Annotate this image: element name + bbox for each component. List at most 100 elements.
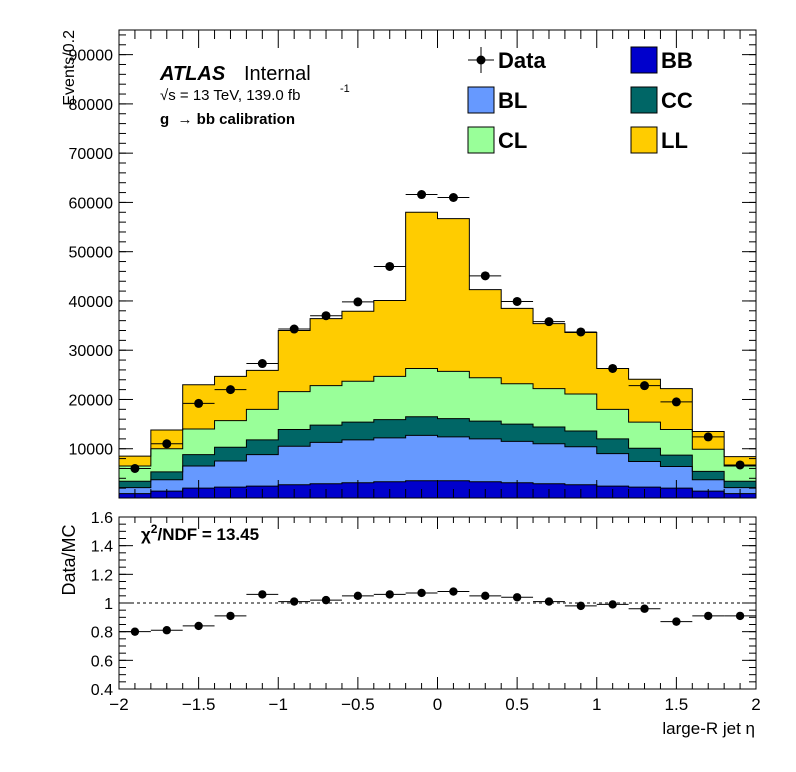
- data-point: [576, 327, 586, 337]
- legend-label-bb: BB: [661, 48, 693, 73]
- atlas-suffix: Internal: [244, 63, 311, 85]
- y-tick-label: 70000: [69, 146, 114, 163]
- ratio-y-tick-labels: 0.4 0.6 0.8 1 1.2 1.4 1.6: [91, 510, 113, 699]
- y-tick-label: 20000: [69, 392, 114, 409]
- ratio-point: [640, 604, 649, 613]
- ratio-point: [512, 593, 522, 602]
- data-point: [417, 190, 427, 200]
- x-tick-label: 0: [433, 695, 442, 714]
- ratio-point: [162, 626, 171, 635]
- selection-label: g → bb calibration: [160, 111, 295, 128]
- chi-symbol: χ: [141, 525, 151, 544]
- energy-label: √s = 13 TeV, 139.0 fb: [160, 87, 300, 104]
- data-point: [608, 363, 618, 373]
- stack-outline-cc: [119, 416, 756, 482]
- ratio-point: [194, 621, 203, 631]
- data-point: [289, 324, 299, 334]
- legend-swatch-bl: [467, 86, 495, 114]
- ratio-point: [417, 588, 426, 598]
- legend-label-cc: CC: [661, 88, 693, 113]
- ratio-x-tick-labels: −2 −1.5 −1 −0.5 0 0.5 1 1.5 2: [109, 695, 760, 714]
- y-tick-label: 60000: [69, 195, 114, 212]
- chi-rest: /NDF = 13.45: [157, 525, 259, 544]
- ratio-point: [608, 600, 617, 609]
- y-tick-label: 1.2: [91, 567, 113, 584]
- y-tick-label: 30000: [69, 343, 114, 360]
- x-tick-label: 2: [751, 695, 760, 714]
- x-tick-label: 0.5: [505, 695, 529, 714]
- y-tick-label: 0.4: [91, 682, 113, 699]
- ratio-point: [321, 595, 331, 605]
- atlas-name: ATLAS: [159, 63, 226, 85]
- ratio-point: [672, 617, 681, 626]
- legend-label-data: Data: [498, 48, 546, 73]
- legend-label-ll: LL: [661, 128, 688, 153]
- x-tick-label: −1: [269, 695, 288, 714]
- stack-outline-bl: [119, 434, 756, 489]
- ratio-point: [226, 611, 235, 621]
- top-axes: [118, 29, 757, 499]
- data-point: [130, 463, 140, 473]
- y-tick-label: 80000: [69, 97, 114, 114]
- y-tick-label: 10000: [69, 442, 114, 459]
- data-point: [512, 296, 522, 306]
- data-point: [353, 297, 363, 307]
- y-tick-label: 50000: [69, 245, 114, 262]
- x-tick-label: −0.5: [341, 695, 375, 714]
- data-point: [194, 398, 204, 408]
- chi-superscript: 2: [151, 522, 158, 536]
- ratio-point: [449, 587, 458, 596]
- ratio-point: [385, 590, 394, 599]
- x-axis-label: large-R jet η: [662, 719, 755, 738]
- data-point: [321, 311, 331, 321]
- ratio-point: [353, 591, 363, 601]
- x-tick-label: 1.5: [665, 695, 689, 714]
- data-point: [385, 261, 395, 271]
- legend-swatch-ll: [630, 126, 658, 154]
- ratio-point: [481, 591, 490, 601]
- data-point: [257, 359, 267, 369]
- legend-swatch-cl: [467, 126, 495, 154]
- y-tick-label: 1.4: [91, 539, 113, 556]
- atlas-label: ATLAS Internal √s = 13 TeV, 139.0 fb -1 …: [159, 63, 350, 128]
- top-y-axis-label: Events/0.2: [61, 30, 78, 106]
- ratio-point: [735, 611, 745, 621]
- data-point: [544, 317, 554, 327]
- data-point: [703, 432, 713, 442]
- x-tick-label: 1: [592, 695, 601, 714]
- ratio-point: [576, 601, 586, 611]
- chi2-annotation: χ2/NDF = 13.45: [141, 522, 259, 544]
- data-points: [119, 190, 756, 473]
- data-point: [448, 192, 458, 202]
- legend: Data BB BL CC CL LL: [467, 46, 693, 154]
- x-tick-label: −1.5: [182, 695, 216, 714]
- y-tick-label: 1: [104, 596, 113, 613]
- ratio-axes: [118, 516, 757, 690]
- x-tick-label: −2: [109, 695, 128, 714]
- y-tick-label: 90000: [69, 48, 114, 65]
- ratio-point: [258, 590, 267, 599]
- stack-outline-cl: [119, 367, 756, 467]
- legend-swatch-bb: [630, 46, 658, 74]
- top-y-tick-labels: 10000 20000 30000 40000 50000 60000 70000 80000…: [69, 48, 114, 459]
- data-point: [671, 397, 681, 407]
- energy-superscript: -1: [340, 83, 350, 95]
- y-tick-label: 1.6: [91, 510, 113, 527]
- ratio-point: [704, 611, 713, 621]
- ratio-point: [544, 597, 554, 606]
- legend-label-cl: CL: [498, 128, 527, 153]
- data-point: [735, 460, 745, 470]
- ratio-point: [289, 597, 299, 606]
- ratio-point: [130, 627, 140, 636]
- stacked-histogram: [119, 211, 756, 498]
- ratio-y-axis-label: Data/MC: [59, 524, 79, 595]
- ratio-points: [119, 587, 756, 636]
- y-tick-label: 0.6: [91, 653, 113, 670]
- y-tick-label: 40000: [69, 294, 114, 311]
- data-point: [480, 271, 490, 281]
- legend-swatch-cc: [630, 86, 658, 114]
- stack-outline-ll: [119, 211, 756, 458]
- data-point: [225, 385, 235, 395]
- data-point: [640, 381, 650, 391]
